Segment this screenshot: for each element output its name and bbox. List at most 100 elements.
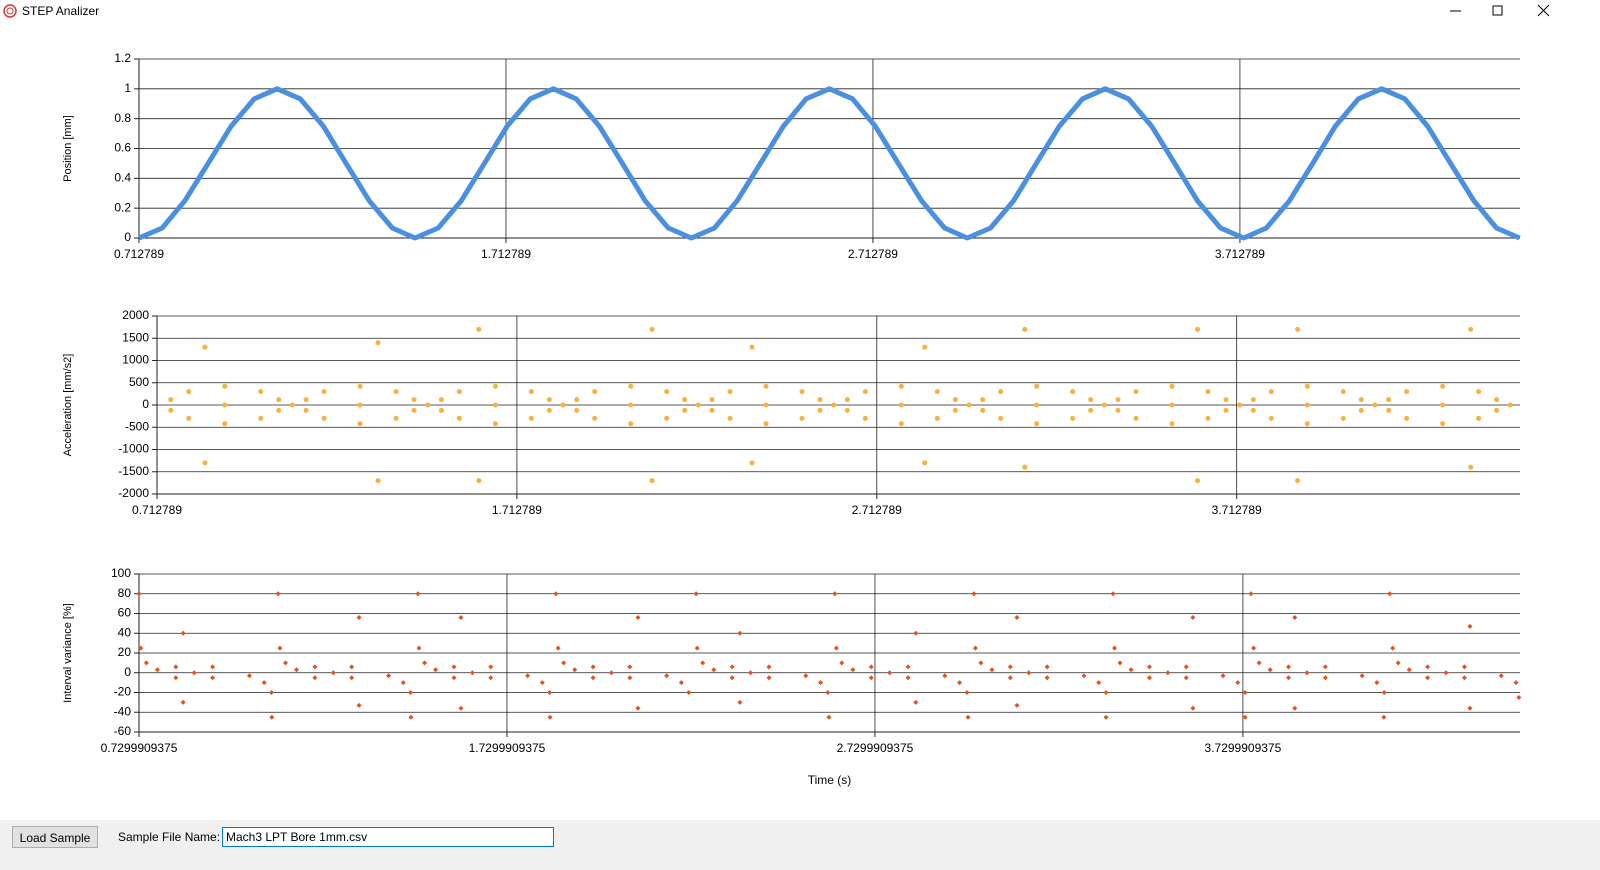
- data-point: [1381, 714, 1387, 720]
- data-point: [686, 690, 692, 695]
- data-point: [222, 421, 228, 427]
- data-point: [456, 389, 462, 395]
- data-point: [1322, 664, 1328, 670]
- data-point: [763, 421, 769, 427]
- data-point: [268, 690, 274, 695]
- data-point: [1248, 591, 1254, 597]
- data-point: [492, 402, 498, 408]
- data-point: [357, 421, 363, 427]
- data-point: [942, 673, 948, 679]
- data-point: [186, 415, 192, 421]
- data-point: [488, 675, 494, 681]
- x-tick-label: 3.712789: [1212, 503, 1262, 517]
- data-point: [833, 645, 839, 651]
- data-point: [972, 645, 978, 651]
- data-point: [627, 664, 633, 670]
- data-point: [451, 675, 457, 681]
- data-point: [1292, 705, 1298, 711]
- data-point: [1468, 464, 1474, 470]
- data-point: [693, 591, 699, 597]
- y-tick-label: 60: [118, 606, 132, 620]
- data-point: [1044, 675, 1050, 681]
- data-point: [136, 591, 142, 597]
- data-point: [964, 690, 970, 695]
- data-point: [1304, 402, 1310, 408]
- data-point: [173, 664, 179, 670]
- data-point: [649, 326, 655, 332]
- data-point: [321, 415, 327, 421]
- data-point: [922, 344, 928, 350]
- data-point: [965, 714, 971, 720]
- data-point: [574, 397, 580, 403]
- data-point: [1461, 675, 1467, 681]
- file-name-input[interactable]: Mach3 LPT Bore 1mm.csv: [222, 827, 554, 847]
- data-point: [276, 397, 282, 403]
- data-point: [1387, 591, 1393, 597]
- data-point: [303, 397, 309, 403]
- data-point: [1395, 660, 1401, 666]
- data-point: [862, 389, 868, 395]
- data-point: [555, 645, 561, 651]
- data-point: [763, 402, 769, 408]
- data-point: [400, 680, 406, 686]
- data-point: [817, 680, 823, 686]
- data-point: [1007, 664, 1013, 670]
- x-tick-label: 0.712789: [114, 247, 164, 261]
- data-point: [1476, 415, 1482, 421]
- data-point: [817, 407, 823, 413]
- load-sample-button[interactable]: Load Sample: [12, 826, 98, 848]
- data-point: [1440, 383, 1446, 389]
- data-point: [664, 673, 670, 679]
- data-point: [1190, 614, 1196, 620]
- data-point: [608, 670, 614, 676]
- data-point: [1250, 397, 1256, 403]
- data-point: [561, 660, 567, 666]
- data-point: [1256, 660, 1262, 666]
- data-point: [143, 660, 149, 666]
- data-point: [312, 664, 318, 670]
- data-point: [1386, 407, 1392, 413]
- data-point: [356, 614, 362, 620]
- data-point: [293, 667, 299, 673]
- data-point: [1146, 675, 1152, 681]
- data-point: [528, 389, 534, 395]
- data-point: [492, 421, 498, 427]
- data-point: [393, 415, 399, 421]
- y-tick-label: -40: [114, 704, 132, 718]
- close-button[interactable]: [1537, 4, 1550, 17]
- data-point: [525, 673, 531, 679]
- data-point: [1295, 326, 1301, 332]
- y-tick-label: 2000: [122, 308, 149, 322]
- data-point: [729, 664, 735, 670]
- data-point: [416, 645, 422, 651]
- data-point: [737, 699, 743, 705]
- data-point: [682, 397, 688, 403]
- data-point: [1374, 680, 1380, 686]
- data-point: [546, 397, 552, 403]
- restore-button[interactable]: [1492, 5, 1503, 16]
- data-point: [727, 415, 733, 421]
- data-point: [799, 389, 805, 395]
- data-point: [980, 397, 986, 403]
- data-point: [678, 680, 684, 686]
- data-point: [1440, 421, 1446, 427]
- y-tick-label: -1000: [118, 442, 149, 456]
- data-point: [1242, 714, 1248, 720]
- data-point: [425, 402, 431, 408]
- y-tick-label: 40: [118, 625, 132, 639]
- data-point: [590, 675, 596, 681]
- data-point: [748, 670, 754, 676]
- data-point: [411, 407, 417, 413]
- data-point: [408, 690, 414, 695]
- data-point: [1146, 664, 1152, 670]
- data-point: [898, 383, 904, 389]
- data-point: [1034, 402, 1040, 408]
- data-point: [1101, 402, 1107, 408]
- data-point: [1390, 645, 1396, 651]
- data-point: [408, 714, 414, 720]
- x-tick-label: 0.712789: [132, 503, 182, 517]
- data-point: [451, 664, 457, 670]
- data-point: [766, 664, 772, 670]
- data-point: [276, 407, 282, 413]
- data-point: [749, 460, 755, 466]
